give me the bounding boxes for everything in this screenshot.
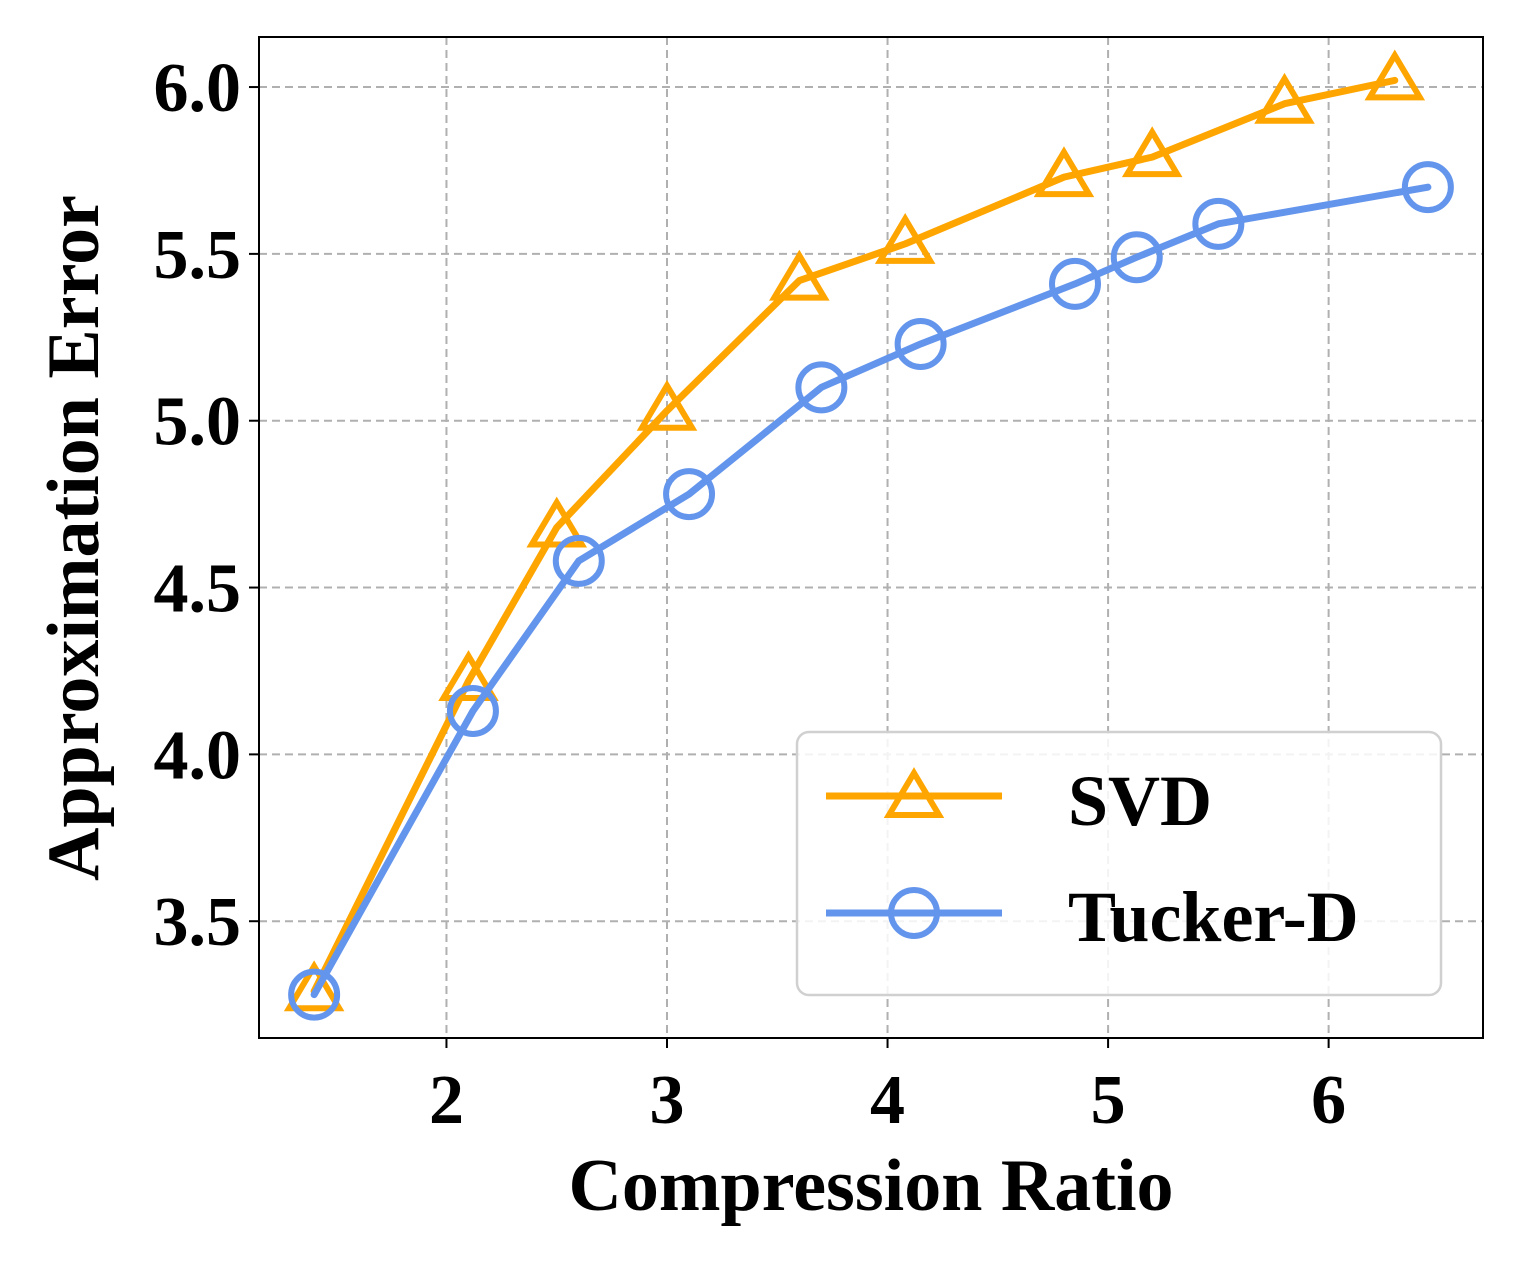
legend: SVD Tucker-D [795,730,1443,997]
data-point-tucker-d [552,534,605,587]
data-point-tucker-d [663,468,716,521]
data-point-svd [1033,146,1095,198]
y-tick-label: 4.5 [154,551,242,628]
data-point-svd [874,213,936,264]
data-point-svd [1121,126,1183,178]
legend-marker-svd [883,767,945,818]
x-tick-label: 5 [1091,1062,1126,1139]
data-point-svd [283,960,345,1012]
data-point-tucker-d [1401,161,1454,214]
x-tick-label: 4 [870,1062,905,1139]
series-line-tucker-d [310,183,1432,999]
y-axis-ticks: 3.5 4.0 4.5 5.0 5.5 6.0 [154,50,259,961]
x-axis-ticks: 2 3 4 5 6 [429,1038,1346,1139]
y-tick-label: 5.5 [154,217,242,294]
data-point-svd [769,249,830,301]
data-point-svd [1364,49,1426,101]
x-tick-label: 2 [429,1062,464,1139]
data-point-tucker-d [446,685,499,738]
data-point-svd [1254,72,1315,124]
x-tick-label: 3 [650,1062,685,1139]
data-point-tucker-d [1049,257,1101,310]
series-line-svd [310,76,1399,995]
data-point-svd [636,379,698,431]
series-tucker-d [288,161,1454,1021]
plot-frame [258,36,1484,1039]
y-axis-label: Approximation Error [33,195,115,881]
data-point-tucker-d [1110,231,1163,284]
y-tick-label: 5.0 [154,384,242,461]
y-tick-label: 3.5 [154,884,242,961]
data-point-tucker-d [288,968,341,1021]
series-layer [283,49,1454,1021]
y-tick-label: 6.0 [154,50,242,127]
data-point-tucker-d [894,317,947,370]
series-svd [283,49,1426,1012]
data-point-tucker-d [795,361,848,414]
data-point-tucker-d [1192,197,1245,250]
x-tick-label: 6 [1311,1062,1346,1139]
legend-marker-tucker-d [888,887,940,939]
y-tick-label: 4.0 [154,717,242,794]
data-point-svd [526,496,588,548]
data-point-svd [438,650,499,701]
legend-label-svd: SVD [1068,761,1212,841]
x-axis-label: Compression Ratio [568,1145,1173,1227]
legend-label-tucker-d: Tucker-D [1068,877,1359,957]
